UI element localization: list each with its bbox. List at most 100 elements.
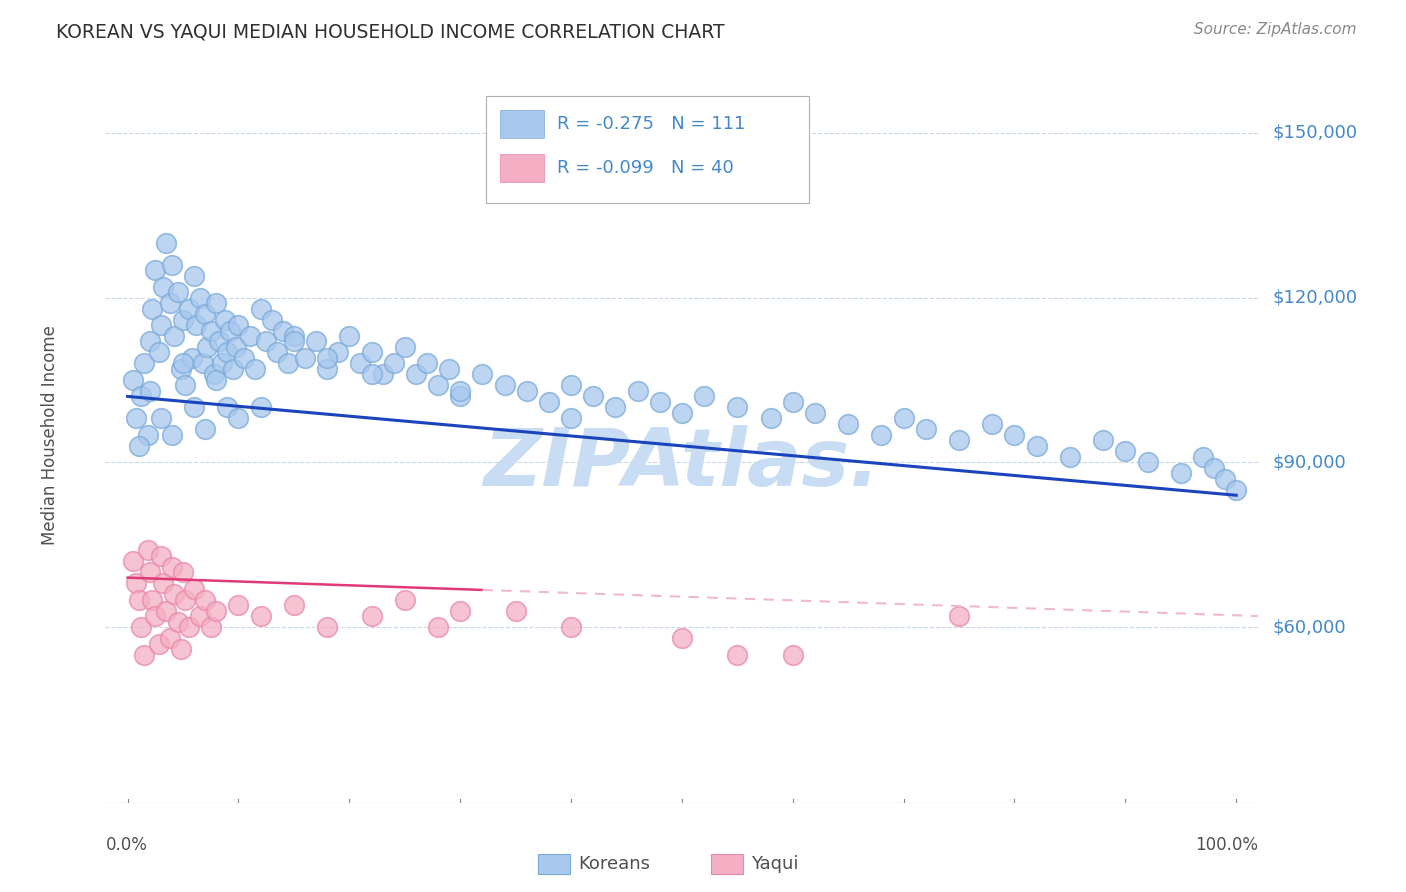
Point (136, 428, 159, 442)
Point (1213, 472, 1236, 486)
Point (225, 340, 247, 354)
Point (148, 636, 170, 650)
Point (893, 411, 915, 425)
Point (449, 604, 471, 618)
Point (249, 301, 271, 316)
FancyBboxPatch shape (486, 96, 808, 203)
Point (804, 406, 827, 420)
Point (1025, 439, 1047, 453)
Point (163, 329, 186, 343)
Point (759, 411, 782, 425)
Point (582, 389, 605, 403)
Point (155, 235, 177, 250)
Point (205, 373, 228, 387)
Point (394, 340, 416, 354)
Point (516, 384, 538, 398)
Text: $90,000: $90,000 (1272, 453, 1346, 471)
Point (186, 318, 208, 332)
Point (505, 604, 527, 618)
Point (191, 356, 214, 370)
Point (143, 263, 166, 277)
Point (139, 565, 162, 579)
Text: 100.0%: 100.0% (1195, 836, 1258, 854)
Point (254, 334, 277, 349)
Point (122, 373, 145, 387)
Text: $60,000: $60,000 (1272, 618, 1346, 636)
Point (360, 609, 382, 624)
Point (1170, 467, 1192, 481)
Point (249, 609, 271, 624)
Point (160, 258, 183, 272)
Point (134, 648, 156, 662)
Point (134, 356, 156, 370)
Point (266, 345, 288, 359)
Point (141, 301, 163, 316)
Point (214, 312, 236, 326)
Point (218, 324, 240, 338)
Point (337, 329, 360, 343)
Point (125, 411, 148, 425)
Point (163, 587, 186, 601)
Point (143, 609, 166, 624)
Point (211, 356, 233, 370)
Point (233, 351, 256, 365)
Point (725, 401, 748, 415)
Point (693, 389, 716, 403)
Point (207, 334, 229, 349)
Point (1092, 434, 1115, 448)
Point (159, 631, 181, 645)
Text: Yaqui: Yaqui (751, 855, 799, 873)
Point (149, 318, 172, 332)
Point (405, 368, 427, 382)
Point (194, 307, 217, 321)
Point (316, 362, 339, 376)
Text: 0.0%: 0.0% (105, 836, 148, 854)
Point (1114, 444, 1136, 458)
Point (626, 384, 648, 398)
Point (166, 285, 188, 299)
Point (1225, 483, 1247, 497)
Point (160, 559, 183, 574)
Point (205, 296, 228, 310)
Point (782, 395, 804, 409)
Point (228, 598, 250, 612)
Point (449, 384, 471, 398)
Point (180, 351, 204, 365)
Point (139, 334, 162, 349)
Point (427, 620, 450, 634)
FancyBboxPatch shape (538, 854, 569, 874)
Point (294, 351, 316, 365)
Text: Source: ZipAtlas.com: Source: ZipAtlas.com (1194, 22, 1357, 37)
Point (316, 351, 339, 365)
Point (160, 428, 183, 442)
Point (371, 368, 394, 382)
Point (725, 648, 748, 662)
Text: KOREAN VS YAQUI MEDIAN HOUSEHOLD INCOME CORRELATION CHART: KOREAN VS YAQUI MEDIAN HOUSEHOLD INCOME … (56, 22, 725, 41)
Point (360, 368, 382, 382)
Point (172, 356, 194, 370)
Point (870, 428, 893, 442)
Point (328, 345, 350, 359)
Point (217, 345, 239, 359)
Point (152, 279, 174, 293)
Text: Koreans: Koreans (578, 855, 650, 873)
Point (183, 401, 205, 415)
Point (141, 592, 163, 607)
Text: ZIPAtlas.: ZIPAtlas. (484, 425, 880, 503)
Point (148, 345, 170, 359)
Point (202, 368, 225, 382)
Point (494, 378, 516, 392)
Point (136, 543, 159, 558)
Point (416, 356, 439, 370)
Point (349, 356, 371, 370)
Point (948, 609, 970, 624)
Point (671, 631, 693, 645)
FancyBboxPatch shape (499, 154, 544, 183)
Point (139, 384, 162, 398)
Point (174, 592, 197, 607)
Point (228, 411, 250, 425)
Point (277, 356, 299, 370)
Point (188, 609, 211, 624)
Text: R = -0.099   N = 40: R = -0.099 N = 40 (557, 160, 734, 178)
Point (671, 406, 693, 420)
